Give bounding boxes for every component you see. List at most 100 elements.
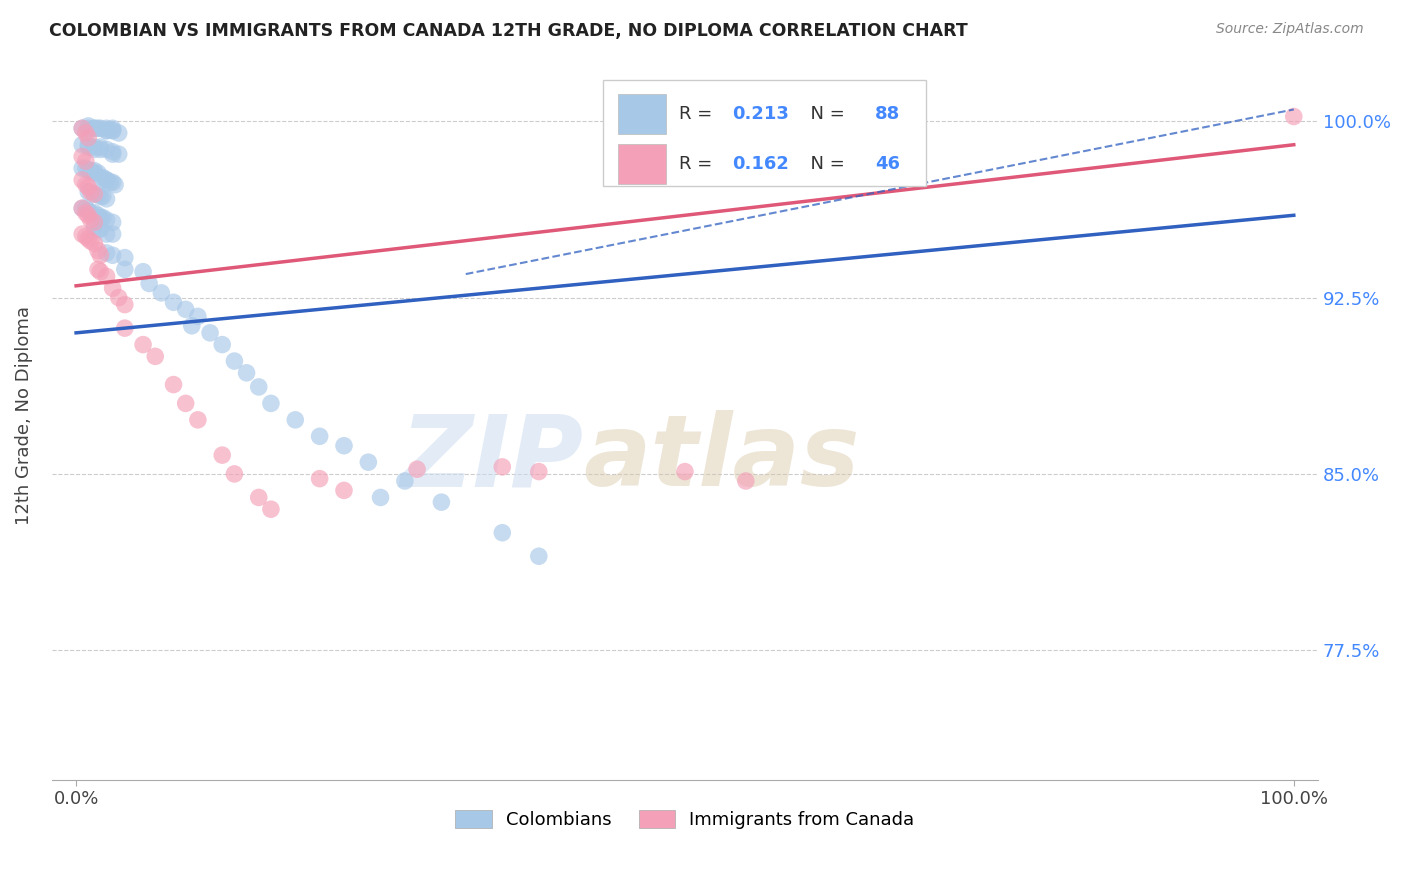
Point bbox=[80, 163, 103, 178]
Point bbox=[430, 495, 453, 509]
Point bbox=[96, 246, 118, 260]
Point bbox=[83, 220, 105, 235]
Text: 0.162: 0.162 bbox=[731, 155, 789, 173]
Point bbox=[174, 302, 197, 317]
Point bbox=[1282, 110, 1305, 124]
Point bbox=[260, 502, 283, 516]
Point bbox=[98, 175, 121, 189]
Point bbox=[101, 145, 124, 159]
Point bbox=[83, 206, 105, 220]
FancyBboxPatch shape bbox=[617, 94, 666, 134]
Point bbox=[101, 248, 124, 262]
FancyBboxPatch shape bbox=[603, 80, 925, 186]
Point bbox=[187, 413, 209, 427]
Point bbox=[83, 121, 105, 136]
Point bbox=[89, 222, 111, 236]
Text: N =: N = bbox=[799, 155, 851, 173]
Point bbox=[96, 123, 118, 137]
Point bbox=[101, 215, 124, 229]
Point bbox=[75, 126, 97, 140]
Point bbox=[247, 380, 270, 394]
Point bbox=[114, 251, 136, 265]
Point bbox=[89, 143, 111, 157]
Point bbox=[96, 227, 118, 241]
Point bbox=[101, 123, 124, 137]
Point bbox=[104, 178, 127, 192]
Point bbox=[83, 163, 105, 178]
FancyBboxPatch shape bbox=[617, 145, 666, 185]
Point bbox=[491, 459, 513, 474]
Point bbox=[77, 130, 100, 145]
Point bbox=[143, 350, 166, 364]
Point bbox=[83, 215, 105, 229]
Point bbox=[89, 265, 111, 279]
Point bbox=[80, 234, 103, 248]
Point bbox=[187, 310, 209, 324]
Point bbox=[75, 154, 97, 169]
Point bbox=[101, 121, 124, 136]
Point bbox=[70, 137, 93, 152]
Y-axis label: 12th Grade, No Diploma: 12th Grade, No Diploma bbox=[15, 306, 32, 524]
Point bbox=[114, 262, 136, 277]
Point bbox=[70, 227, 93, 241]
Point bbox=[96, 123, 118, 137]
Point bbox=[174, 396, 197, 410]
Point bbox=[211, 448, 233, 462]
Point bbox=[70, 173, 93, 187]
Point bbox=[83, 236, 105, 251]
Legend: Colombians, Immigrants from Canada: Colombians, Immigrants from Canada bbox=[449, 803, 922, 836]
Point bbox=[77, 140, 100, 154]
Point bbox=[89, 170, 111, 185]
Text: N =: N = bbox=[799, 104, 851, 123]
Point bbox=[114, 321, 136, 335]
Point bbox=[77, 137, 100, 152]
Point bbox=[70, 121, 93, 136]
Point bbox=[370, 491, 392, 505]
Point bbox=[70, 201, 93, 215]
Point bbox=[77, 208, 100, 222]
Point bbox=[96, 192, 118, 206]
Text: 46: 46 bbox=[875, 155, 900, 173]
Point bbox=[101, 123, 124, 137]
Point bbox=[75, 229, 97, 244]
Point bbox=[101, 227, 124, 241]
Point bbox=[357, 455, 380, 469]
Point bbox=[138, 277, 160, 291]
Point bbox=[83, 166, 105, 180]
Point bbox=[333, 483, 356, 498]
Text: 88: 88 bbox=[875, 104, 900, 123]
Point bbox=[91, 211, 114, 225]
Point bbox=[101, 281, 124, 295]
Point bbox=[91, 189, 114, 203]
Point bbox=[80, 206, 103, 220]
Point bbox=[83, 140, 105, 154]
Point bbox=[87, 187, 110, 202]
Point bbox=[87, 166, 110, 180]
Point bbox=[132, 337, 155, 351]
Point bbox=[70, 149, 93, 163]
Point bbox=[527, 465, 550, 479]
Point bbox=[107, 147, 129, 161]
Text: atlas: atlas bbox=[583, 410, 860, 508]
Point bbox=[96, 173, 118, 187]
Point bbox=[77, 232, 100, 246]
Point bbox=[162, 295, 184, 310]
Point bbox=[114, 298, 136, 312]
Point bbox=[107, 126, 129, 140]
Point bbox=[150, 285, 173, 300]
Point bbox=[87, 208, 110, 222]
Text: R =: R = bbox=[679, 104, 717, 123]
Point bbox=[77, 203, 100, 218]
Point bbox=[198, 326, 221, 340]
Text: 0.213: 0.213 bbox=[731, 104, 789, 123]
Point bbox=[75, 206, 97, 220]
Point bbox=[333, 439, 356, 453]
Point bbox=[284, 413, 307, 427]
Point bbox=[406, 462, 429, 476]
Point bbox=[77, 180, 100, 194]
Point bbox=[83, 187, 105, 202]
Point bbox=[96, 173, 118, 187]
Point bbox=[75, 201, 97, 215]
Point bbox=[70, 201, 93, 215]
Point bbox=[527, 549, 550, 564]
